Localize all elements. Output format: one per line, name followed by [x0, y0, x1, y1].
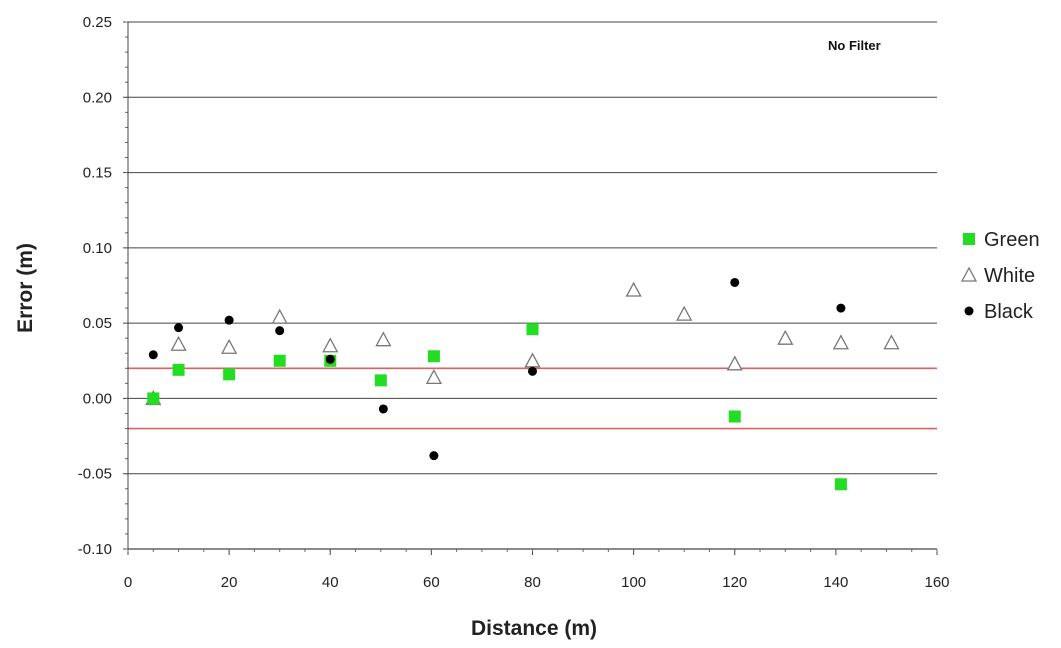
legend: Green White Black [960, 229, 1040, 323]
data-point-white [676, 305, 693, 321]
y-axis-title: Error (m) [14, 243, 37, 333]
data-point-green [273, 354, 286, 367]
data-point-white [425, 368, 442, 384]
data-point-black [148, 350, 158, 360]
data-point-green [834, 478, 847, 491]
y-tick-label: 0.10 [83, 240, 112, 257]
x-tick-label: 60 [423, 574, 440, 591]
data-point-green [172, 363, 185, 376]
y-tick-label: 0.15 [83, 165, 112, 182]
data-point-white [883, 334, 900, 350]
data-point-white [625, 281, 642, 297]
x-tick-label: 100 [621, 574, 646, 591]
y-tick-label: -0.05 [78, 466, 112, 483]
data-point-white [524, 352, 541, 368]
data-point-black [429, 451, 439, 461]
x-tick-label: 140 [823, 574, 848, 591]
data-points [145, 277, 900, 491]
data-point-white [832, 334, 850, 350]
x-tick-label: 0 [124, 574, 132, 591]
data-point-white [221, 338, 238, 354]
data-point-green [374, 374, 387, 387]
x-tick-label: 80 [524, 574, 541, 591]
x-tick-label: 160 [924, 574, 949, 591]
data-point-black [224, 315, 234, 325]
legend-label-white: White [984, 265, 1035, 287]
legend-label-black: Black [984, 301, 1034, 323]
data-point-white [271, 308, 288, 324]
data-point-black [275, 326, 285, 336]
legend-marker-white [960, 266, 978, 282]
data-point-black [730, 277, 740, 287]
data-point-white [170, 335, 187, 351]
data-point-black [528, 366, 537, 376]
y-tick-label: 0.20 [83, 89, 112, 106]
data-point-white [322, 337, 339, 353]
x-tick-label: 120 [722, 574, 747, 591]
y-tick-label: 0.00 [83, 390, 112, 407]
data-point-white [375, 331, 392, 347]
x-tick-label: 20 [221, 574, 238, 591]
y-tick-label: 0.25 [83, 14, 112, 31]
data-point-green [223, 368, 236, 381]
grid-lines [128, 21, 937, 475]
data-point-green [728, 410, 741, 423]
x-axis-title: Distance (m) [471, 617, 597, 640]
x-tick-label: 40 [322, 574, 339, 591]
data-point-black [325, 354, 335, 364]
legend-marker-black [964, 306, 974, 316]
legend-label-green: Green [984, 229, 1040, 251]
data-point-black [174, 323, 184, 333]
y-tick-label: 0.05 [83, 315, 112, 332]
data-point-green [147, 392, 160, 405]
data-point-white [726, 355, 743, 371]
data-point-black [836, 303, 846, 313]
data-point-green [526, 323, 539, 336]
legend-marker-green [963, 233, 975, 245]
data-point-black [378, 404, 388, 414]
data-point-green [427, 350, 440, 363]
chart-annotation: No Filter [828, 38, 881, 53]
data-point-white [777, 329, 794, 345]
axes: -0.10 -0.05 0.00 0.05 0.10 0.15 0.20 0.25 0 20 40 6… [78, 14, 950, 591]
y-tick-label: -0.10 [78, 541, 112, 558]
